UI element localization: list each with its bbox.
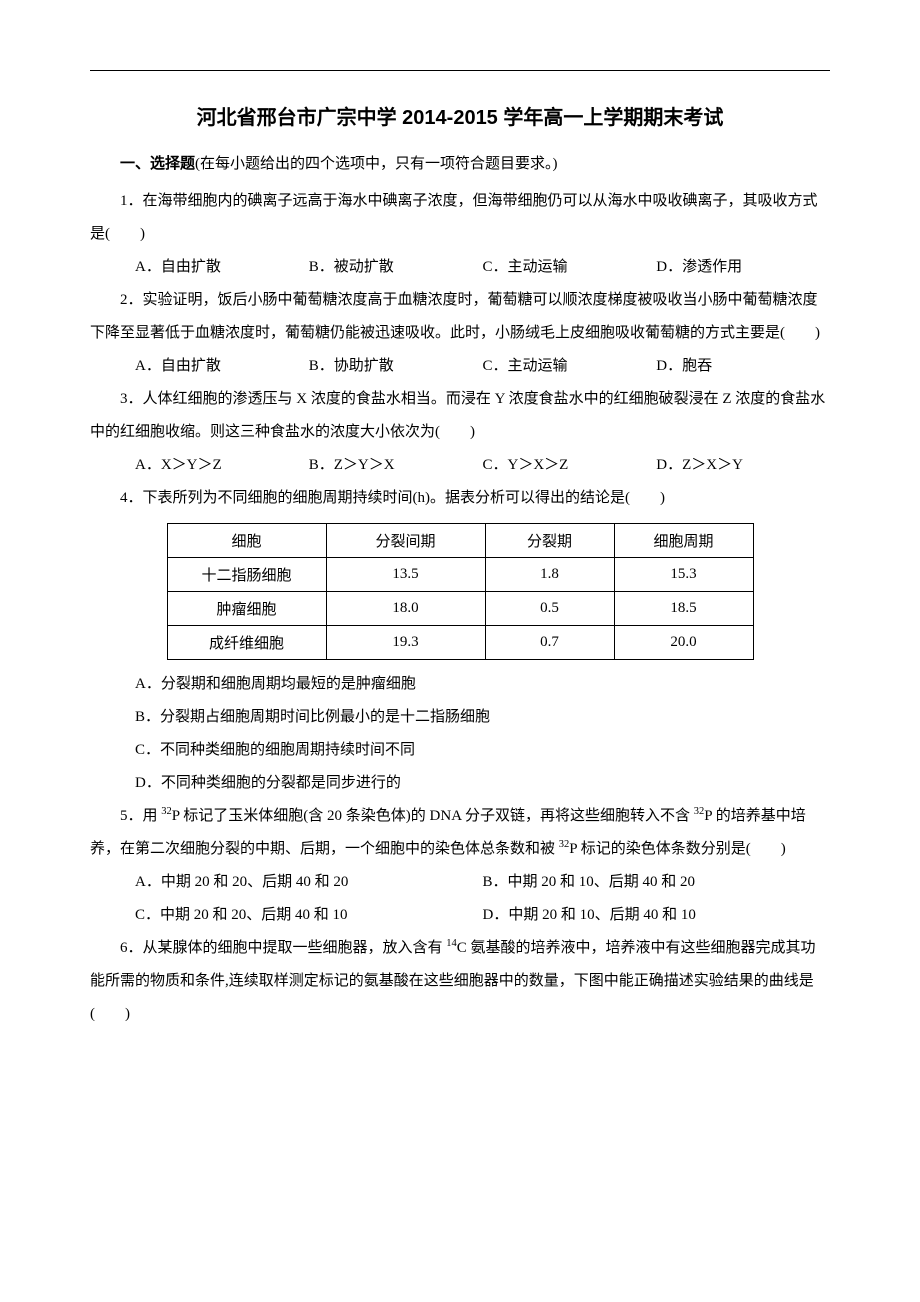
q3-text: 3．人体红细胞的渗透压与 X 浓度的食盐水相当。而浸在 Y 浓度食盐水中的红细胞… <box>90 383 830 449</box>
q2-option-a: A．自由扩散 <box>135 350 309 383</box>
q1-option-b: B．被动扩散 <box>309 251 483 284</box>
q4-option-b: B．分裂期占细胞周期时间比例最小的是十二指肠细胞 <box>135 701 830 734</box>
q4-option-d: D．不同种类细胞的分裂都是同步进行的 <box>135 767 830 800</box>
q1-option-c: C．主动运输 <box>483 251 657 284</box>
q5-mid3: P 标记的染色体条数分别是( ) <box>569 841 786 857</box>
q5-option-a: A．中期 20 和 20、后期 40 和 20 <box>135 866 483 899</box>
q2-option-d: D．胞吞 <box>656 350 830 383</box>
q5-sup2: 32 <box>694 806 705 817</box>
q5-sup3: 32 <box>559 839 570 850</box>
q4-table-header-row: 细胞 分裂间期 分裂期 细胞周期 <box>167 524 753 558</box>
q4-r1c3: 18.5 <box>614 592 753 626</box>
q1-text: 1．在海带细胞内的碘离子远高于海水中碘离子浓度，但海带细胞仍可以从海水中吸收碘离… <box>90 185 830 251</box>
q5-option-c: C．中期 20 和 20、后期 40 和 10 <box>135 899 483 932</box>
q6-text: 6．从某腺体的细胞中提取一些细胞器，放入含有 14C 氨基酸的培养液中，培养液中… <box>90 932 830 1031</box>
q4-options: A．分裂期和细胞周期均最短的是肿瘤细胞 B．分裂期占细胞周期时间比例最小的是十二… <box>90 668 830 800</box>
top-rule <box>90 70 830 71</box>
q4-th-1: 分裂间期 <box>326 524 485 558</box>
q6-sup1: 14 <box>446 938 457 949</box>
q4-r2c2: 0.7 <box>485 626 614 660</box>
q4-th-0: 细胞 <box>167 524 326 558</box>
q4-table-row: 肿瘤细胞 18.0 0.5 18.5 <box>167 592 753 626</box>
q4-table-row: 成纤维细胞 19.3 0.7 20.0 <box>167 626 753 660</box>
q5-pre: 5．用 <box>120 808 161 824</box>
q4-th-3: 细胞周期 <box>614 524 753 558</box>
q2-options: A．自由扩散 B．协助扩散 C．主动运输 D．胞吞 <box>90 350 830 383</box>
q4-th-2: 分裂期 <box>485 524 614 558</box>
section-1-desc: (在每小题给出的四个选项中，只有一项符合题目要求。) <box>195 156 558 172</box>
q1-option-a: A．自由扩散 <box>135 251 309 284</box>
q5-option-b: B．中期 20 和 10、后期 40 和 20 <box>483 866 831 899</box>
q2-text: 2．实验证明，饭后小肠中葡萄糖浓度高于血糖浓度时，葡萄糖可以顺浓度梯度被吸收当小… <box>90 284 830 350</box>
q5-option-d: D．中期 20 和 10、后期 40 和 10 <box>483 899 831 932</box>
q5-options: A．中期 20 和 20、后期 40 和 20 B．中期 20 和 10、后期 … <box>90 866 830 932</box>
q2-option-b: B．协助扩散 <box>309 350 483 383</box>
q4-r2c1: 19.3 <box>326 626 485 660</box>
q4-table-row: 十二指肠细胞 13.5 1.8 15.3 <box>167 558 753 592</box>
exam-title: 河北省邢台市广宗中学 2014-2015 学年高一上学期期末考试 <box>90 101 830 130</box>
section-1-heading: 一、选择题(在每小题给出的四个选项中，只有一项符合题目要求。) <box>90 148 830 181</box>
section-1-label: 一、选择题 <box>120 156 195 172</box>
q1-options: A．自由扩散 B．被动扩散 C．主动运输 D．渗透作用 <box>90 251 830 284</box>
q3-option-c: C．Y＞X＞Z <box>483 449 657 482</box>
q4-option-a: A．分裂期和细胞周期均最短的是肿瘤细胞 <box>135 668 830 701</box>
q4-r2c3: 20.0 <box>614 626 753 660</box>
q2-option-c: C．主动运输 <box>483 350 657 383</box>
exam-page: 河北省邢台市广宗中学 2014-2015 学年高一上学期期末考试 一、选择题(在… <box>0 0 920 1071</box>
q4-r1c0: 肿瘤细胞 <box>167 592 326 626</box>
q5-sup1: 32 <box>161 806 172 817</box>
q1-option-d: D．渗透作用 <box>656 251 830 284</box>
q3-option-d: D．Z＞X＞Y <box>656 449 830 482</box>
q4-r2c0: 成纤维细胞 <box>167 626 326 660</box>
q3-option-a: A．X＞Y＞Z <box>135 449 309 482</box>
q4-r0c2: 1.8 <box>485 558 614 592</box>
q5-mid1: P 标记了玉米体细胞(含 20 条染色体)的 DNA 分子双链，再将这些细胞转入… <box>172 808 694 824</box>
q4-r0c3: 15.3 <box>614 558 753 592</box>
q4-r1c2: 0.5 <box>485 592 614 626</box>
q4-r0c1: 13.5 <box>326 558 485 592</box>
q4-r0c0: 十二指肠细胞 <box>167 558 326 592</box>
q4-text: 4．下表所列为不同细胞的细胞周期持续时间(h)。据表分析可以得出的结论是( ) <box>90 482 830 515</box>
q4-r1c1: 18.0 <box>326 592 485 626</box>
q5-text: 5．用 32P 标记了玉米体细胞(含 20 条染色体)的 DNA 分子双链，再将… <box>90 800 830 866</box>
q3-option-b: B．Z＞Y＞X <box>309 449 483 482</box>
q6-pre: 6．从某腺体的细胞中提取一些细胞器，放入含有 <box>120 940 446 956</box>
q4-option-c: C．不同种类细胞的细胞周期持续时间不同 <box>135 734 830 767</box>
q3-options: A．X＞Y＞Z B．Z＞Y＞X C．Y＞X＞Z D．Z＞X＞Y <box>90 449 830 482</box>
q4-table: 细胞 分裂间期 分裂期 细胞周期 十二指肠细胞 13.5 1.8 15.3 肿瘤… <box>167 523 754 660</box>
